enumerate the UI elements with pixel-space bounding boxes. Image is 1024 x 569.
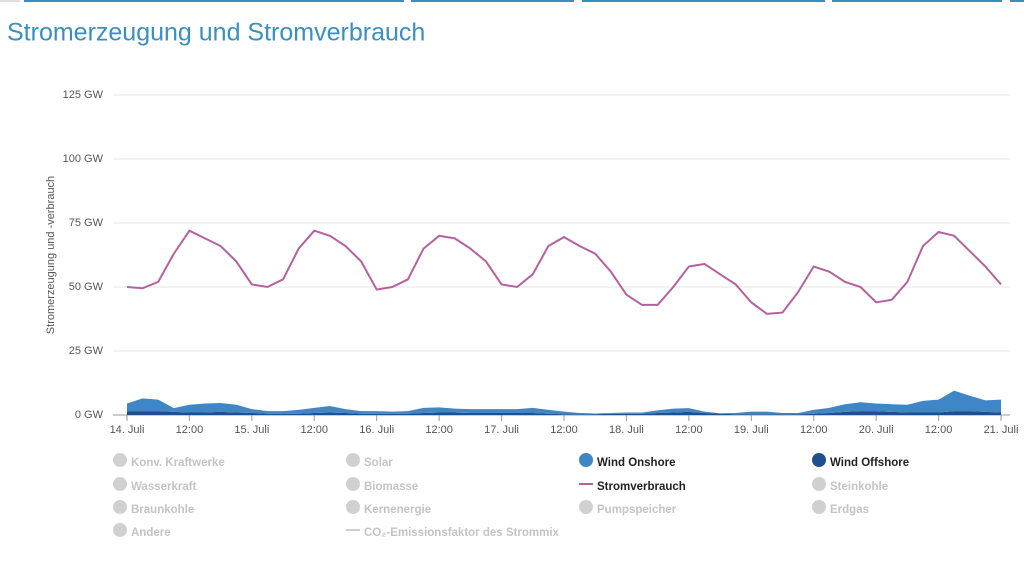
legend-marker: [346, 500, 360, 514]
x-tick-label: 16. Juli: [359, 424, 394, 436]
legend-label: Kernenergie: [364, 504, 431, 516]
legend-label: Wind Offshore: [830, 457, 909, 469]
legend-label: Erdgas: [830, 504, 869, 516]
legend-marker: [113, 453, 127, 467]
legend-label: Solar: [364, 457, 393, 469]
x-tick-label: 17. Juli: [484, 424, 519, 436]
legend-marker: [812, 500, 826, 514]
x-tick-label: 19. Juli: [734, 424, 769, 436]
tab-bar: [1010, 0, 1024, 2]
y-tick-label: 100 GW: [63, 153, 104, 165]
legend-marker: [113, 477, 127, 491]
x-tick-label: 15. Juli: [234, 424, 269, 436]
x-tick-label: 12:00: [550, 424, 578, 436]
x-tick-label: 20. Juli: [859, 424, 894, 436]
y-tick-label: 0 GW: [75, 409, 104, 421]
tab-bar: [582, 0, 825, 2]
legend-marker: [346, 477, 360, 491]
legend-label: Steinkohle: [830, 481, 888, 493]
x-tick-label: 12:00: [800, 424, 828, 436]
legend-marker: [812, 453, 826, 467]
x-tick-label: 12:00: [925, 424, 953, 436]
legend-marker: [113, 500, 127, 514]
x-tick-label: 12:00: [675, 424, 703, 436]
x-tick-label: 18. Juli: [609, 424, 644, 436]
legend-marker: [346, 453, 360, 467]
area: [127, 411, 1001, 415]
chart-title: Stromerzeugung und Stromverbrauch: [7, 19, 425, 47]
legend-label: Konv. Kraftwerke: [131, 457, 225, 469]
x-tick-label: 12:00: [301, 424, 329, 436]
y-tick-label: 25 GW: [69, 345, 104, 357]
legend-label: Biomasse: [364, 481, 418, 493]
legend-marker: [579, 453, 593, 467]
y-tick-label: 125 GW: [63, 89, 104, 101]
tab-bar: [411, 0, 574, 2]
y-tick-label: 75 GW: [69, 217, 104, 229]
legend-label: Braunkohle: [131, 504, 194, 516]
legend-label: Andere: [131, 527, 171, 539]
line: [126, 229, 1002, 315]
legend-marker: [579, 500, 593, 514]
legend-marker: [113, 523, 127, 537]
y-axis-label: Stromerzeugung und -verbrauch: [45, 176, 57, 334]
legend-label: Pumpspeicher: [597, 504, 677, 516]
y-tick-label: 50 GW: [69, 281, 104, 293]
legend-label: CO₂-Emissionsfaktor des Strommix: [364, 527, 560, 539]
x-tick-label: 14. Juli: [110, 424, 145, 436]
x-tick-label: 12:00: [425, 424, 453, 436]
legend-label: Wind Onshore: [597, 457, 675, 469]
legend-marker: [812, 477, 826, 491]
legend-label: Stromverbrauch: [597, 481, 686, 493]
tab-bar: [0, 0, 20, 2]
tab-bar: [832, 0, 1002, 2]
tab-bar: [24, 0, 404, 2]
x-tick-label: 12:00: [176, 424, 204, 436]
area: [127, 390, 1001, 415]
legend-label: Wasserkraft: [131, 481, 197, 493]
x-tick-label: 21. Juli: [984, 424, 1019, 436]
